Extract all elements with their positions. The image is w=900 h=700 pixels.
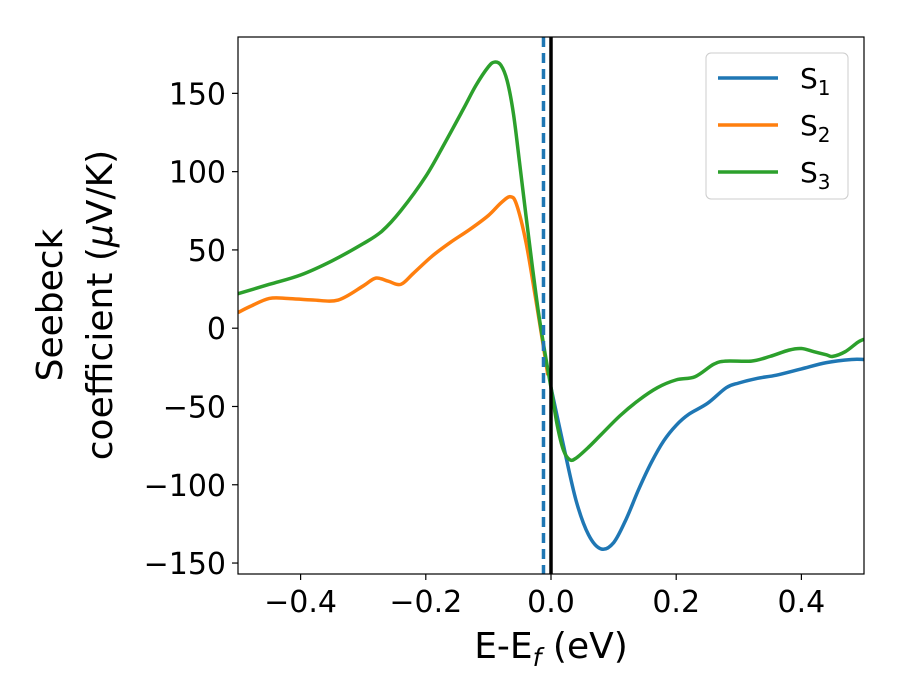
x-tick-label: 0.4 [778,585,826,620]
legend-label-S2: S2 [800,109,831,147]
y-tick-label: −150 [144,547,226,582]
y-tick-label: 50 [188,234,226,269]
legend-label-S3: S3 [800,156,831,194]
x-axis-label: E-Ef (eV) [474,626,628,672]
series-line-S1 [549,357,864,552]
legend: S1 S2 S3 [705,52,849,200]
plot-content [238,37,864,574]
plot-area [238,37,864,574]
series-line-S3 [238,60,864,463]
x-tick-label: −0.4 [264,585,337,620]
x-axis-label-main: E-E [474,626,532,667]
y-axis-ticks: 150 100 50 0 −50 −100 −150 [144,77,238,582]
y-axis-label-line2: coefficient (μV/K) [80,150,121,460]
y-axis-label-line1: Seebeck [30,228,71,381]
y-tick-label: −100 [144,469,226,504]
y-tick-label: 100 [169,156,226,191]
y-tick-label: 150 [169,77,226,112]
x-tick-label: 0.0 [527,585,575,620]
legend-label-S1: S1 [800,62,831,100]
x-tick-label: −0.2 [389,585,462,620]
y-axis-label-mu: μ [80,224,121,248]
x-tick-label: 0.2 [652,585,700,620]
y-tick-label: −50 [163,390,226,425]
y-axis-label: Seebeck coefficient (μV/K) [30,150,121,460]
y-tick-label: 0 [207,312,226,347]
y-axis-label-unit: V/K) [80,150,121,224]
series-line-S2 [238,194,550,376]
x-axis-ticks: −0.4 −0.2 0.0 0.2 0.4 [264,574,825,620]
x-axis-label-unit: (eV) [541,626,627,667]
y-axis-label-line2-main: coefficient ( [80,247,121,460]
